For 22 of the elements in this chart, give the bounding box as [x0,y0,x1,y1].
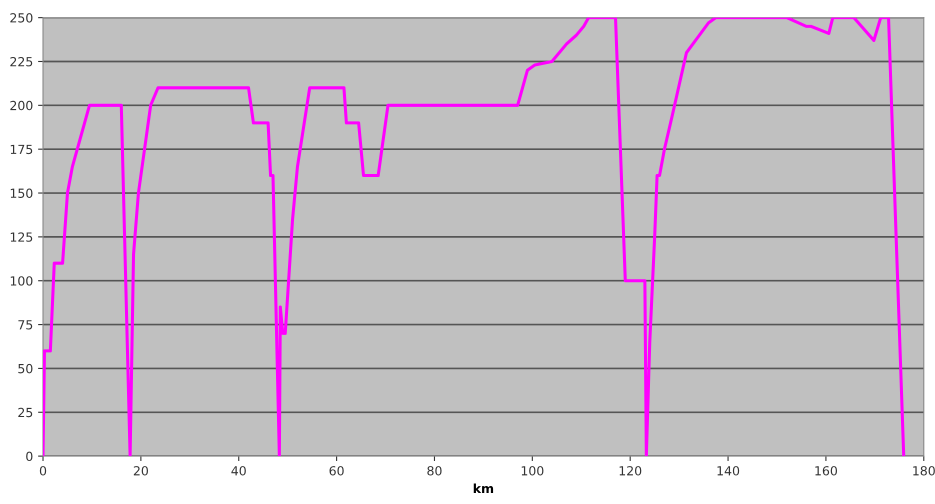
y-tick-label: 100 [10,276,32,286]
x-tick-label: 100 [522,466,544,476]
y-tick-label: 200 [10,100,32,110]
x-tick-label: 160 [815,466,838,476]
x-tick-label: 180 [913,466,935,476]
y-tick-label: 0 [26,452,32,462]
x-tick-label: 0 [40,466,46,476]
x-tick-label: 120 [620,466,642,476]
x-axis-title: km [474,483,494,493]
y-tick-label: 75 [18,320,32,330]
y-tick-label: 250 [10,13,32,23]
y-tick-label: 175 [10,144,32,154]
x-tick-label: 60 [330,466,344,476]
y-tick-label: 150 [10,188,32,198]
x-tick-label: 140 [717,466,740,476]
y-tick-label: 50 [18,364,32,374]
y-tick-label: 125 [10,232,32,242]
x-tick-label: 80 [427,466,442,476]
x-tick-label: 40 [231,466,246,476]
y-tick-label: 225 [10,56,32,66]
x-tick-label: 20 [134,466,148,476]
y-tick-label: 25 [18,408,32,418]
